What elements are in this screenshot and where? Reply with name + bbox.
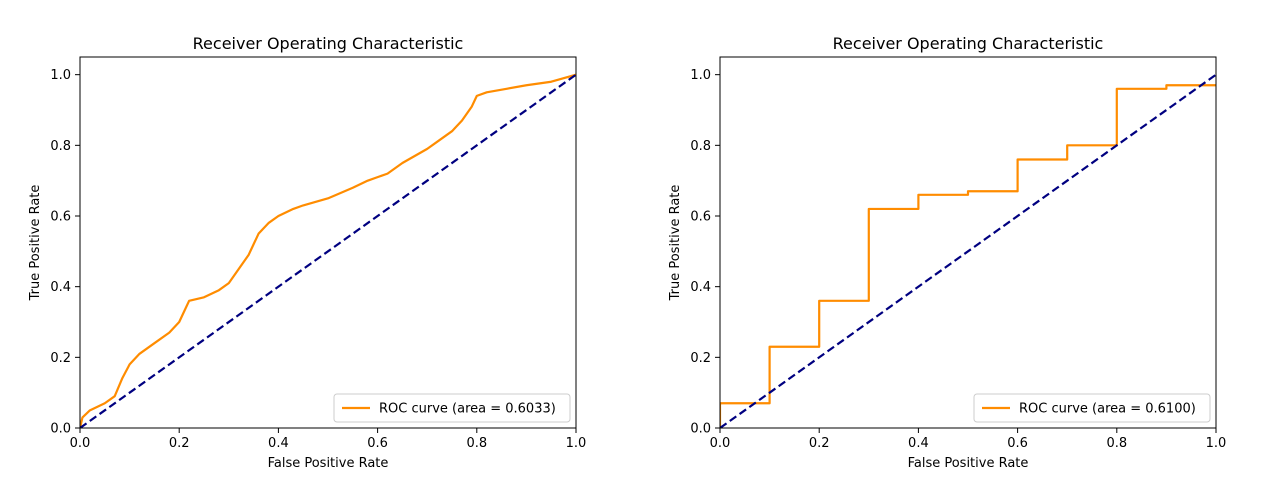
x-tick-label: 0.8 (1106, 436, 1127, 451)
x-tick-label: 0.0 (710, 436, 731, 451)
chart-title: Receiver Operating Characteristic (833, 34, 1104, 53)
x-tick-label: 1.0 (566, 436, 587, 451)
y-tick-label: 0.0 (690, 422, 711, 437)
y-tick-label: 1.0 (690, 68, 711, 83)
axes-frame (719, 56, 1217, 429)
y-tick-label: 0.2 (690, 351, 711, 366)
roc-chart-1: 0.0 0.2 0.4 0.6 0.8 1.0 0.0 0.2 0.4 0.6 0.8 1.0 Rece… (28, 34, 586, 471)
x-axis-label: False Positive Rate (268, 456, 389, 471)
roc-curve-line (80, 73, 576, 428)
axes-frame (79, 56, 577, 429)
y-axis-label: True Positive Rate (668, 185, 683, 302)
chance-diagonal-line (80, 73, 576, 428)
y-tick-label: 1.0 (50, 68, 71, 83)
x-tick-label: 1.0 (1206, 436, 1227, 451)
legend-box (333, 393, 571, 423)
chance-diagonal-line (720, 73, 1216, 428)
x-tick-label: 0.2 (809, 436, 830, 451)
x-axis-label: False Positive Rate (908, 456, 1029, 471)
legend-label: ROC curve (area = 0.6100) (1019, 402, 1196, 417)
y-tick-label: 0.6 (50, 210, 71, 225)
x-tick-label: 0.2 (169, 436, 190, 451)
y-tick-label: 0.6 (690, 210, 711, 225)
x-tick-label: 0.0 (70, 436, 91, 451)
y-tick-label: 0.8 (50, 139, 71, 154)
legend: ROC curve (area = 0.6100) (973, 393, 1211, 423)
chart-title: Receiver Operating Characteristic (193, 34, 464, 53)
y-tick-label: 0.8 (690, 139, 711, 154)
x-tick-label: 0.6 (367, 436, 388, 451)
roc-chart-2: 0.0 0.2 0.4 0.6 0.8 1.0 0.0 0.2 0.4 0.6 0.8 1.0 Rece… (668, 34, 1226, 471)
y-tick-label: 0.4 (690, 280, 711, 295)
x-tick-label: 0.6 (1007, 436, 1028, 451)
y-axis-label: True Positive Rate (28, 185, 43, 302)
x-tick-label: 0.8 (466, 436, 487, 451)
y-tick-label: 0.0 (50, 422, 71, 437)
roc-curve-line (720, 84, 1216, 428)
x-tick-label: 0.4 (268, 436, 289, 451)
y-tick-label: 0.4 (50, 280, 71, 295)
y-tick-label: 0.2 (50, 351, 71, 366)
legend-label: ROC curve (area = 0.6033) (379, 402, 556, 417)
legend: ROC curve (area = 0.6033) (333, 393, 571, 423)
x-tick-label: 0.4 (908, 436, 929, 451)
legend-box (973, 393, 1211, 423)
